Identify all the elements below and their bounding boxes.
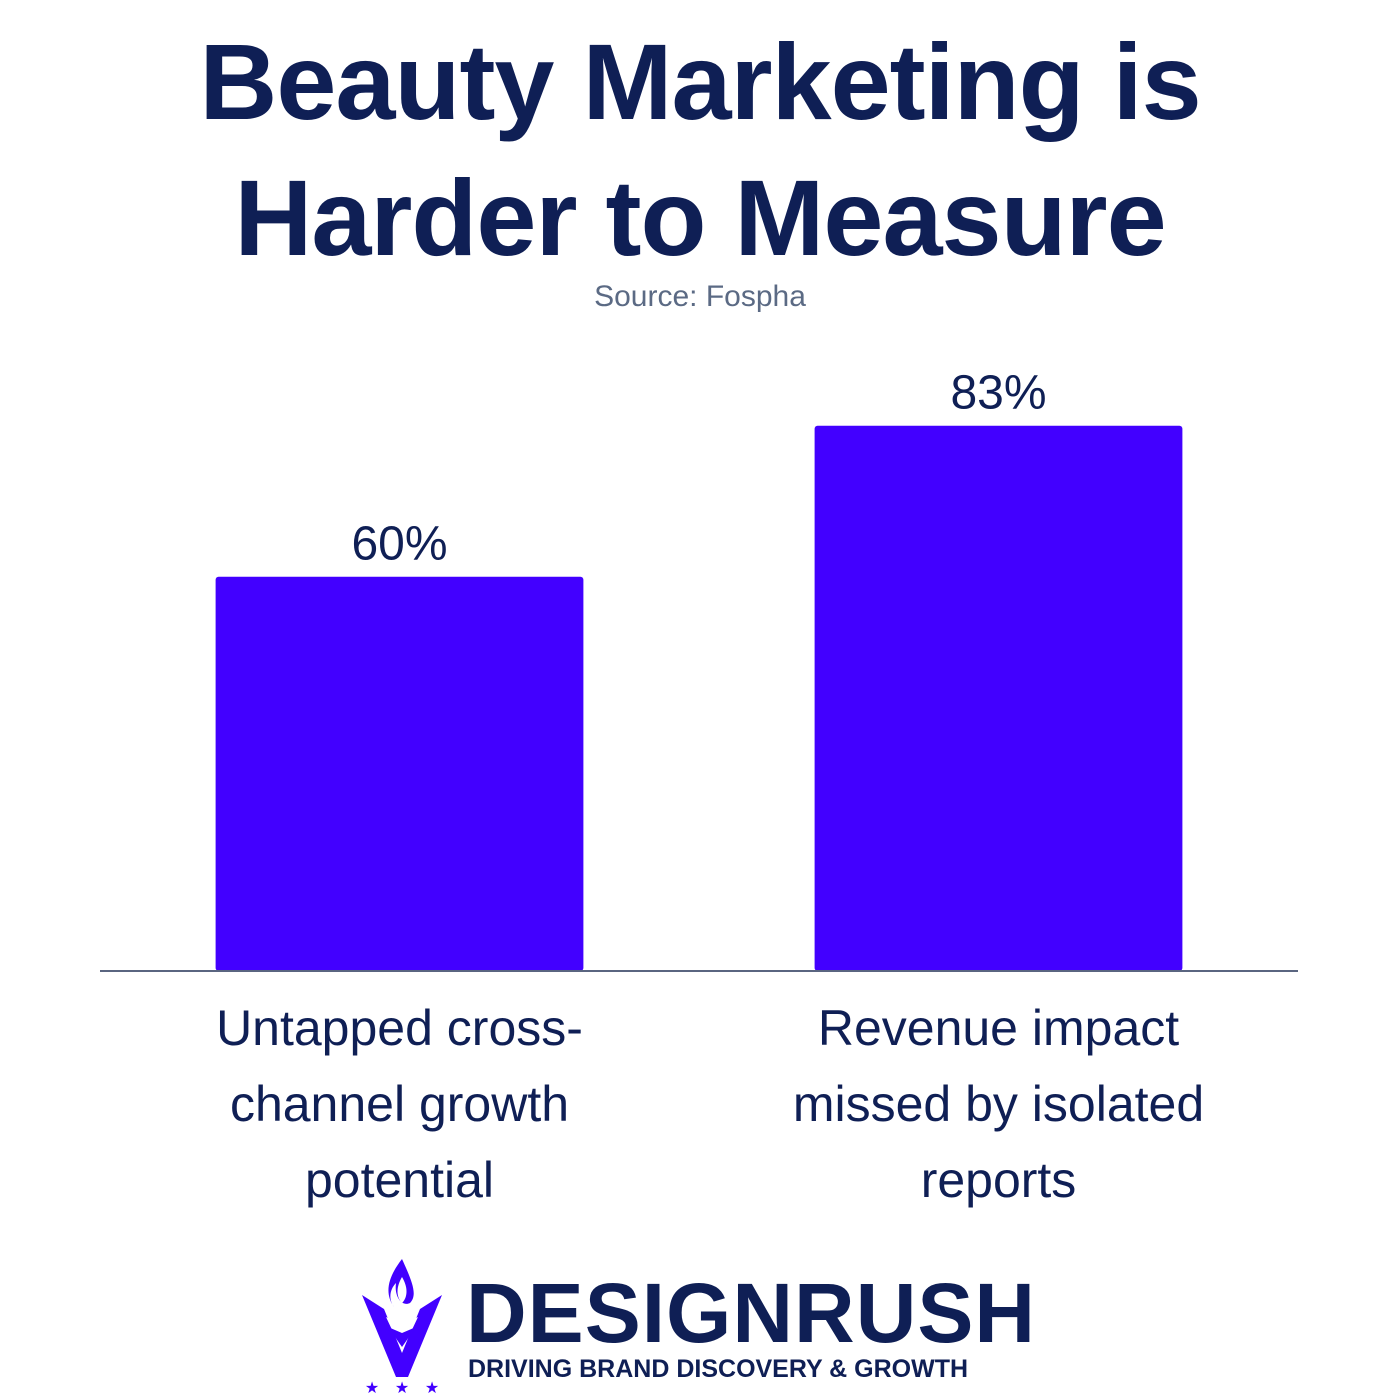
x-tick-label: Revenue impact missed by isolated report… <box>792 1000 1205 1208</box>
bar <box>215 576 584 971</box>
x-tick-label: Untapped cross-channel growth potential <box>216 1000 583 1208</box>
svg-text:★: ★ <box>395 1380 409 1397</box>
value-label: 83% <box>950 366 1046 419</box>
logo-icon: ★ ★ ★ <box>362 1259 442 1397</box>
svg-text:★: ★ <box>365 1380 379 1397</box>
value-label: 60% <box>351 517 447 570</box>
logo-brand: DESIGNRUSH <box>466 1266 1037 1360</box>
svg-text:★: ★ <box>425 1380 439 1397</box>
bar <box>814 425 1183 971</box>
chart-subtitle: Source: Fospha <box>594 280 806 313</box>
chart-title: Beauty Marketing is Harder to Measure <box>199 21 1201 278</box>
logo-tagline: DRIVING BRAND DISCOVERY & GROWTH <box>468 1355 969 1383</box>
